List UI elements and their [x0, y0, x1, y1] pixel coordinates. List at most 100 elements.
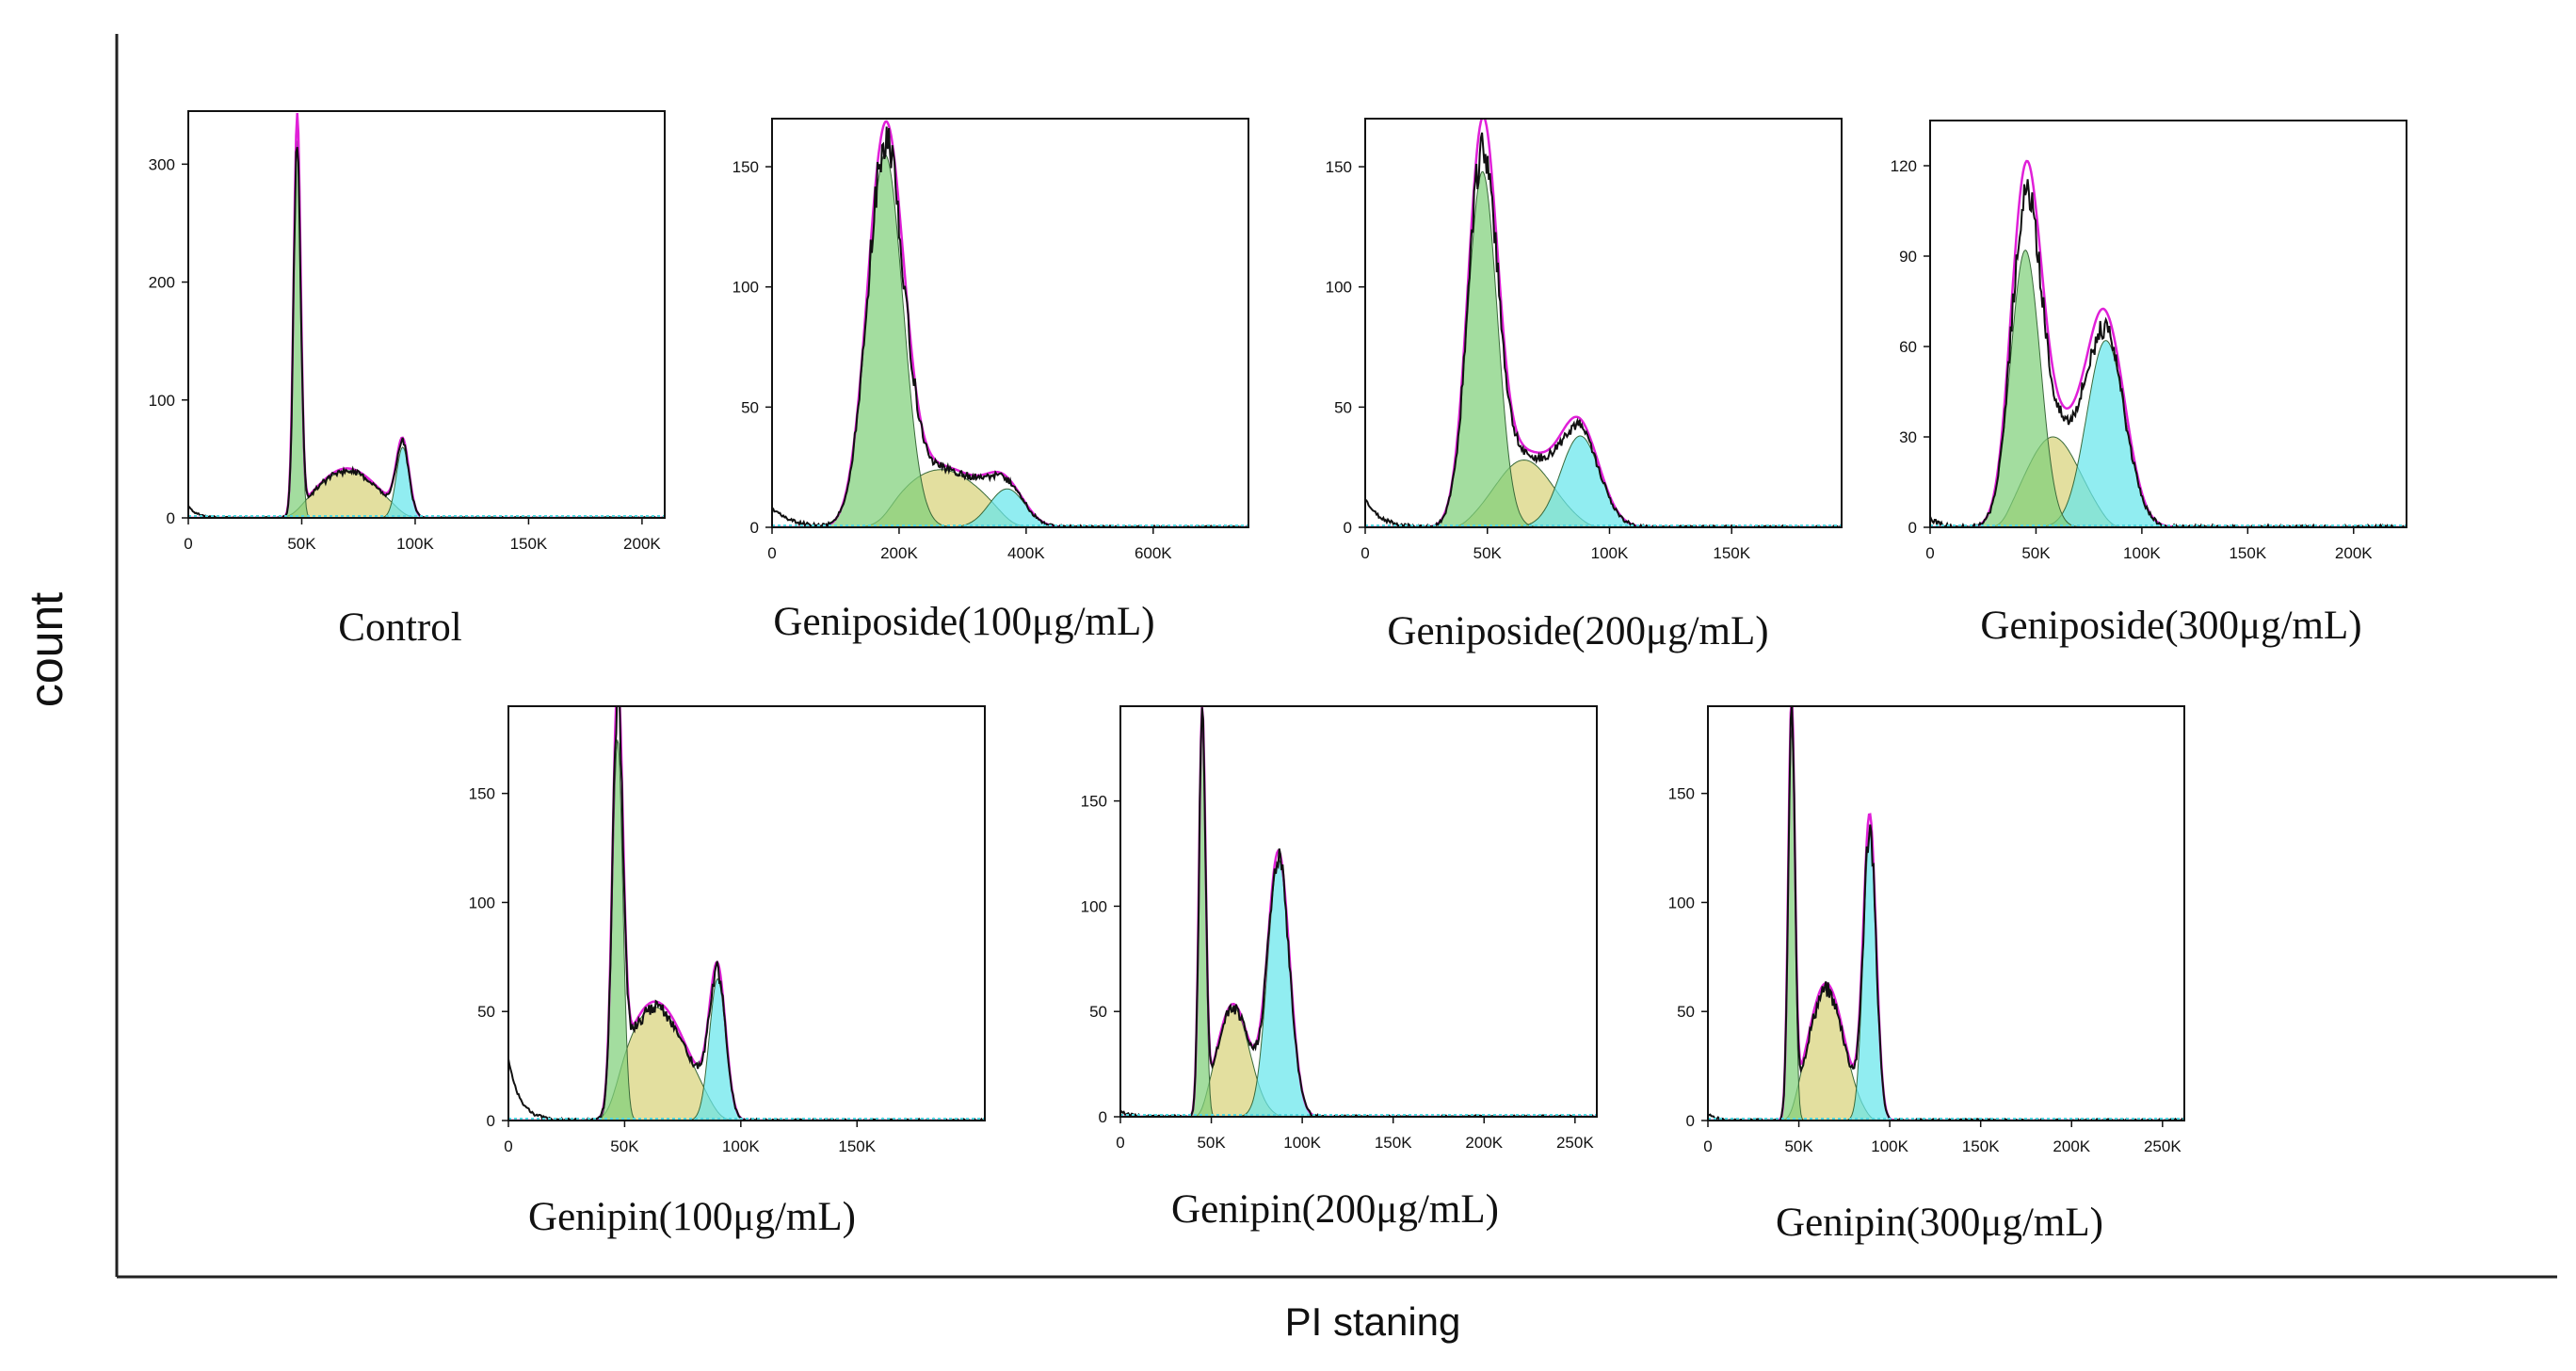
x-tick-label: 0 [1116, 1134, 1124, 1152]
histogram-data-curve [1120, 707, 1597, 1117]
x-tick-label: 250K [1556, 1134, 1594, 1152]
x-tick-label: 200K [880, 544, 918, 562]
plot-frame [507, 705, 986, 1121]
plot-area [1120, 706, 1597, 1117]
x-tick-label: 250K [2144, 1137, 2182, 1155]
g2-phase-area [1708, 831, 2184, 1121]
g2-phase-area [1120, 859, 1597, 1117]
model-fit-curve [508, 706, 985, 1121]
y-tick-label: 50 [1334, 398, 1352, 416]
figure-x-axis-label: PI staning [1285, 1299, 1461, 1344]
y-tick-label: 50 [741, 398, 759, 416]
panel-geniposide-200: 0 50K 100K 150K 0 50 100 150 Geniposide(200μg/mL… [1326, 118, 1843, 653]
panel-geniposide-100: 0 200K 400K 600K 0 50 100 150 Geniposide(100μg/m… [733, 118, 1249, 644]
y-tick-label: 100 [1326, 279, 1352, 297]
model-fit-curve [1365, 119, 1842, 527]
y-tick-label: 0 [1099, 1108, 1107, 1126]
y-tick-label: 200 [149, 274, 175, 292]
panel-title: Genipin(200μg/mL) [1171, 1187, 1499, 1232]
s-phase-area [508, 1007, 985, 1121]
x-tick-label: 200K [1465, 1134, 1503, 1152]
x-tick-label: 50K [287, 535, 316, 553]
figure-y-axis-label: count [20, 592, 72, 707]
x-tick-label: 150K [838, 1137, 876, 1155]
g1-phase-area [1708, 729, 2184, 1121]
y-tick-label: 0 [750, 519, 759, 537]
model-fit-curve [1120, 706, 1597, 1117]
x-tick-label: 100K [1871, 1137, 1908, 1155]
histogram-data-curve [1708, 706, 2184, 1121]
x-tick-label: 0 [1360, 544, 1369, 562]
plot-frame [771, 118, 1249, 528]
g1-phase-area [508, 739, 985, 1121]
x-tick-label: 150K [1375, 1134, 1412, 1152]
g1-phase-area [188, 140, 665, 518]
panel-control: 0 50K 100K 150K 200K 0 100 200 300 Control [149, 110, 666, 650]
y-tick-label: 60 [1899, 338, 1917, 356]
plot-area [508, 706, 985, 1121]
x-tick-label: 100K [396, 535, 434, 553]
x-tick-label: 200K [623, 535, 661, 553]
histogram-data-curve [1365, 132, 1842, 527]
plot-area [772, 120, 1248, 527]
y-tick-label: 100 [733, 279, 759, 297]
plot-frame [1707, 705, 2185, 1121]
plot-area [1930, 159, 2407, 527]
model-fit-curve [772, 120, 1248, 527]
y-tick-label: 30 [1899, 428, 1917, 446]
panel-title: Genipin(100μg/mL) [528, 1195, 856, 1239]
x-tick-label: 0 [1703, 1137, 1712, 1155]
g2-phase-area [188, 446, 665, 518]
x-tick-label: 0 [184, 535, 192, 553]
x-tick-label: 50K [1784, 1137, 1813, 1155]
x-tick-label: 0 [767, 544, 776, 562]
x-tick-label: 400K [1007, 544, 1045, 562]
x-tick-label: 50K [1197, 1134, 1226, 1152]
plot-area [188, 113, 665, 518]
y-tick-label: 150 [733, 158, 759, 176]
x-tick-label: 200K [2053, 1137, 2090, 1155]
y-tick-label: 100 [469, 894, 495, 911]
panel-title: Control [338, 605, 461, 650]
y-tick-label: 150 [1668, 785, 1695, 803]
y-tick-label: 90 [1899, 248, 1917, 266]
y-tick-label: 100 [149, 392, 175, 410]
x-tick-label: 50K [2021, 544, 2051, 562]
plot-frame [1929, 120, 2407, 528]
y-tick-label: 0 [1908, 519, 1917, 537]
x-tick-label: 50K [1473, 544, 1503, 562]
g2-phase-area [508, 978, 985, 1121]
g1-phase-area [1120, 727, 1597, 1117]
plot-frame [187, 110, 666, 519]
x-tick-label: 50K [610, 1137, 639, 1155]
panel-genipin-200: 0 50K 100K 150K 200K 250K 0 50 100 150 Genipin(200… [1081, 705, 1598, 1232]
s-phase-area [1120, 1007, 1597, 1117]
g1-phase-area [1930, 249, 2407, 527]
x-tick-label: 600K [1135, 544, 1172, 562]
g1-phase-area [772, 153, 1248, 527]
s-phase-area [1708, 989, 2184, 1121]
y-tick-label: 50 [1089, 1003, 1107, 1021]
s-phase-area [188, 470, 665, 518]
y-tick-label: 50 [477, 1003, 495, 1021]
y-tick-label: 300 [149, 155, 175, 173]
plot-area [1708, 706, 2184, 1121]
y-tick-label: 100 [1668, 894, 1695, 911]
panel-title: Geniposide(100μg/mL) [773, 600, 1154, 644]
x-tick-label: 150K [1962, 1137, 2000, 1155]
histogram-data-curve [508, 706, 985, 1121]
x-tick-label: 100K [1591, 544, 1629, 562]
panel-genipin-300: 0 50K 100K 150K 200K 250K 0 50 100 150 Genipin(300… [1668, 705, 2185, 1245]
y-tick-label: 0 [1686, 1112, 1695, 1130]
panel-title: Geniposide(200μg/mL) [1387, 609, 1768, 653]
model-fit-curve [1708, 706, 2184, 1121]
panel-genipin-100: 0 50K 100K 150K 0 50 100 150 Genipin(100μg/mL) [469, 705, 986, 1239]
y-tick-label: 100 [1081, 897, 1107, 915]
y-tick-label: 0 [1344, 519, 1352, 537]
x-tick-label: 150K [510, 535, 548, 553]
g1-phase-area [1365, 170, 1842, 527]
plot-frame [1364, 118, 1843, 528]
y-tick-label: 0 [167, 509, 175, 527]
y-tick-label: 150 [469, 785, 495, 803]
